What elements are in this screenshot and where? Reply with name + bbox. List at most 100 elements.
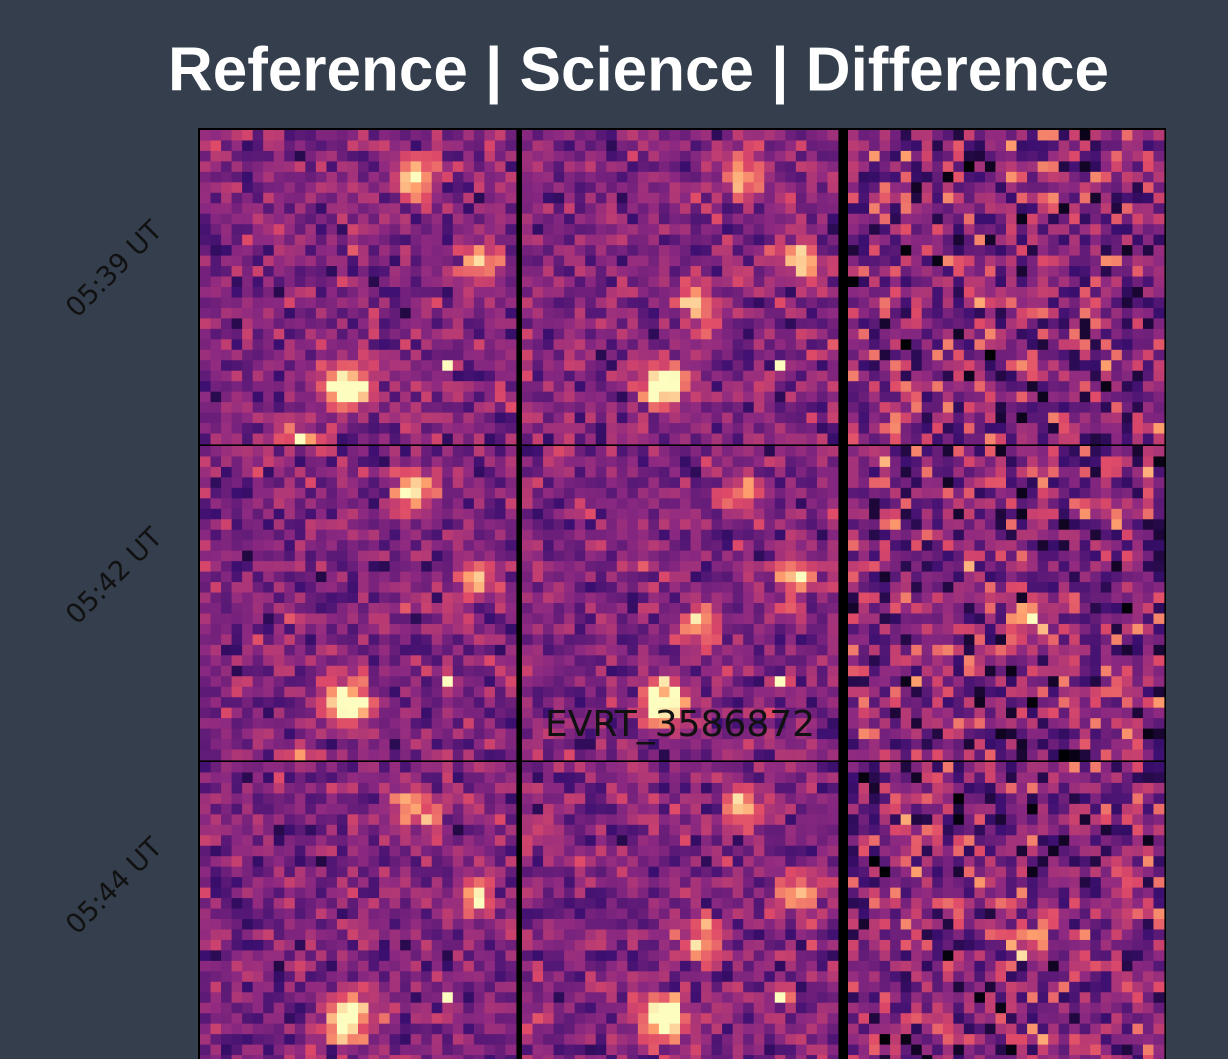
pixel (284, 655, 295, 666)
pixel (453, 172, 464, 183)
pixel (1122, 434, 1133, 445)
pixel (533, 203, 544, 214)
pixel (606, 256, 617, 267)
pixel (242, 297, 253, 308)
pixel (1017, 161, 1028, 172)
pixel (347, 697, 358, 708)
pixel (648, 540, 659, 551)
pixel (669, 287, 680, 298)
pixel (648, 193, 659, 204)
pixel (890, 593, 901, 604)
pixel (390, 381, 401, 392)
pixel (379, 530, 390, 541)
pixel (638, 551, 649, 562)
pixel (505, 540, 516, 551)
pixel (764, 245, 775, 256)
pixel (1153, 140, 1164, 151)
pixel (564, 339, 575, 350)
pixel (1048, 130, 1059, 141)
pixel (358, 676, 369, 687)
pixel (627, 193, 638, 204)
pixel (617, 572, 628, 583)
pixel (442, 360, 453, 371)
pixel (680, 214, 691, 225)
pixel (463, 140, 474, 151)
pixel (305, 161, 316, 172)
pixel (453, 509, 464, 520)
pixel (463, 613, 474, 624)
pixel (733, 266, 744, 277)
pixel (474, 297, 485, 308)
pixel (1122, 582, 1133, 593)
pixel (880, 519, 891, 530)
pixel (564, 140, 575, 151)
pixel (722, 551, 733, 562)
pixel (859, 151, 870, 162)
pixel (722, 593, 733, 604)
pixel (1090, 423, 1101, 434)
pixel (1090, 308, 1101, 319)
pixel (1006, 318, 1017, 329)
pixel (575, 750, 586, 761)
pixel (1153, 256, 1164, 267)
pixel (421, 308, 432, 319)
pixel (1069, 467, 1080, 478)
pixel (890, 140, 901, 151)
pixel (316, 130, 327, 141)
pixel (827, 540, 838, 551)
pixel (754, 624, 765, 635)
pixel (221, 687, 232, 698)
pixel (369, 456, 380, 467)
pixel (775, 130, 786, 141)
pixel (922, 381, 933, 392)
pixel (421, 655, 432, 666)
pixel (432, 613, 443, 624)
pixel (463, 235, 474, 246)
pixel (1132, 572, 1143, 583)
pixel (505, 593, 516, 604)
pixel (596, 140, 607, 151)
pixel (1132, 224, 1143, 235)
pixel (785, 423, 796, 434)
pixel (326, 750, 337, 761)
pixel (1111, 350, 1122, 361)
pixel (796, 561, 807, 572)
pixel (890, 477, 901, 488)
pixel (305, 572, 316, 583)
pixel (911, 266, 922, 277)
pixel (764, 634, 775, 645)
pixel (1059, 392, 1070, 403)
pixel (432, 519, 443, 530)
pixel (400, 339, 411, 350)
pixel (995, 297, 1006, 308)
pixel (295, 277, 306, 288)
pixel (743, 329, 754, 340)
pixel (806, 235, 817, 246)
pixel (712, 182, 723, 193)
pixel (295, 140, 306, 151)
pixel (274, 729, 285, 740)
pixel (1006, 551, 1017, 562)
pixel (274, 182, 285, 193)
pixel (585, 477, 596, 488)
pixel (922, 530, 933, 541)
pixel (463, 676, 474, 687)
pixel (775, 161, 786, 172)
pixel (1080, 266, 1091, 277)
pixel (775, 360, 786, 371)
pixel (463, 402, 474, 413)
pixel (1027, 488, 1038, 499)
pixel (564, 582, 575, 593)
pixel (505, 582, 516, 593)
pixel (453, 224, 464, 235)
pixel (733, 413, 744, 424)
pixel (1027, 519, 1038, 530)
pixel (701, 214, 712, 225)
pixel (400, 456, 411, 467)
pixel (680, 381, 691, 392)
pixel (764, 151, 775, 162)
pixel (253, 477, 264, 488)
pixel (1101, 381, 1112, 392)
pixel (848, 572, 859, 583)
pixel (806, 245, 817, 256)
